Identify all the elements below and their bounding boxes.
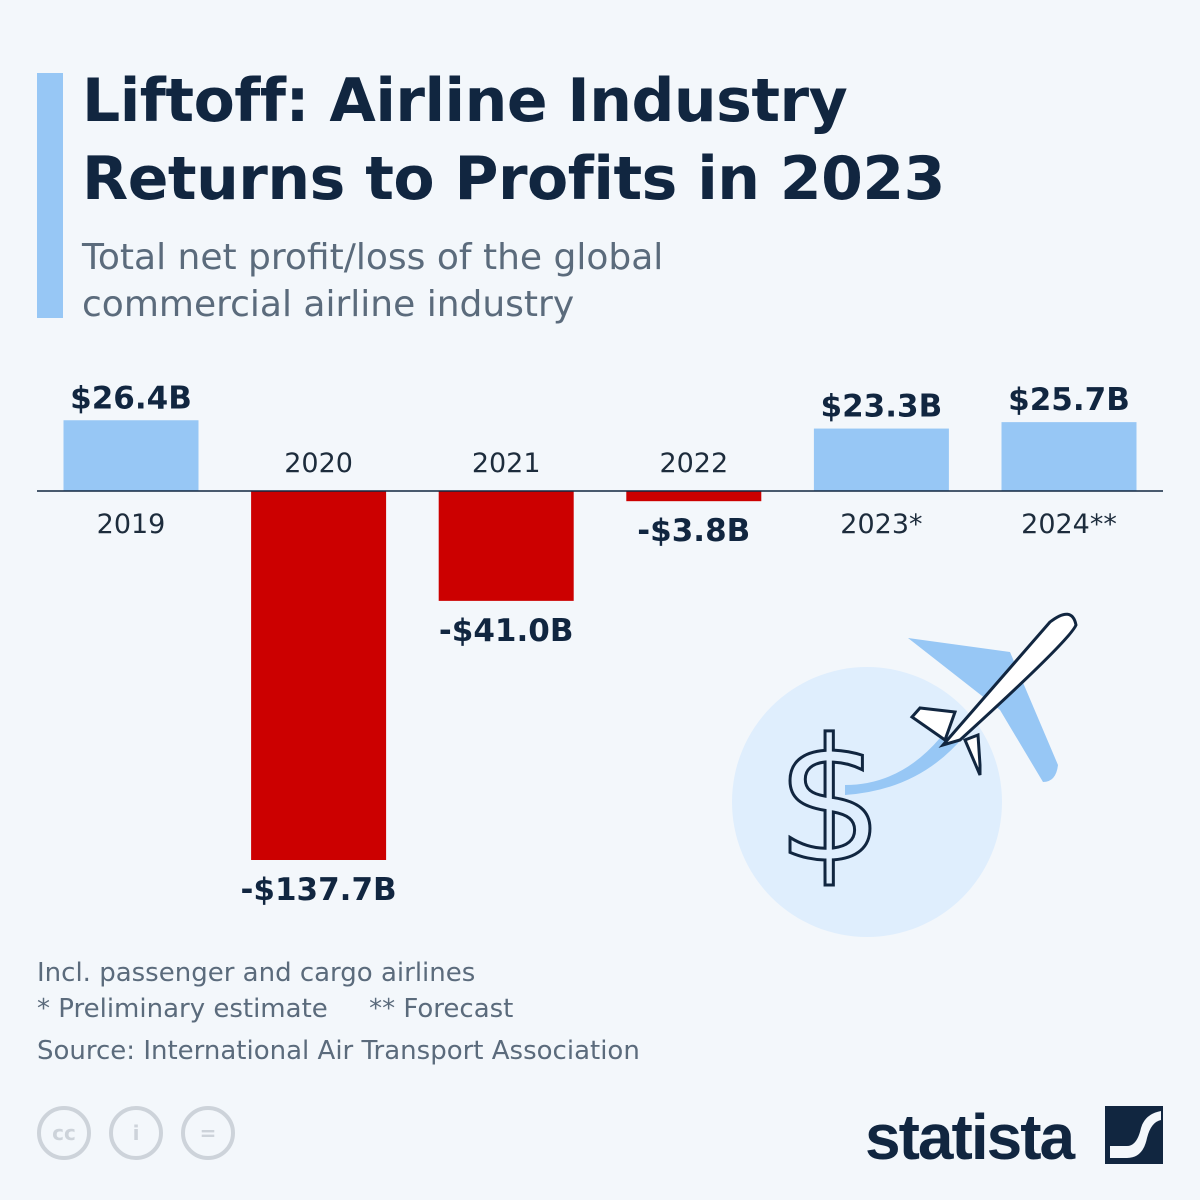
plane-wings-icon xyxy=(909,706,982,776)
source: Source: International Air Transport Asso… xyxy=(37,1036,640,1066)
chart-title: Liftoff: Airline Industry Returns to Prof… xyxy=(82,62,945,218)
title-line-1: Liftoff: Airline Industry xyxy=(82,66,848,136)
footnotes: Incl. passenger and cargo airlines * Pre… xyxy=(37,955,640,1069)
accent-bar xyxy=(37,73,63,318)
cc-icon[interactable]: cc xyxy=(37,1106,91,1160)
value-label: $26.4B xyxy=(70,380,192,416)
dollar-icon: $ xyxy=(776,703,884,901)
trail-icon xyxy=(845,735,965,795)
note-legend: * Preliminary estimate ** Forecast xyxy=(37,994,514,1024)
category-label: 2024** xyxy=(1021,509,1117,540)
subtitle-line-2: commercial airline industry xyxy=(82,284,575,325)
note-scope: Incl. passenger and cargo airlines xyxy=(37,958,476,988)
subtitle-line-1: Total net profit/loss of the global xyxy=(82,237,664,278)
bar xyxy=(438,491,574,601)
plane-icon xyxy=(938,612,1078,748)
value-label: -$41.0B xyxy=(439,613,574,649)
bar-chart: $26.4B 2019 -$137.7B 2020 -$41.0B 2021 -$3.8B 2… xyxy=(37,380,1163,937)
attribution-icon[interactable]: i xyxy=(109,1106,163,1160)
plane-shadow-icon xyxy=(908,638,1058,782)
value-label: $23.3B xyxy=(821,389,943,425)
category-label: 2022 xyxy=(659,448,728,479)
illustration: $ xyxy=(732,612,1078,937)
bar xyxy=(1001,422,1137,491)
bar xyxy=(63,420,199,491)
statista-logo-mark-icon xyxy=(1105,1106,1163,1164)
category-label: 2019 xyxy=(97,509,166,540)
title-line-2: Returns to Profits in 2023 xyxy=(82,144,945,214)
bar xyxy=(813,428,949,491)
no-derivatives-icon[interactable]: = xyxy=(181,1106,235,1160)
statista-logo[interactable]: statista xyxy=(865,1101,1075,1173)
value-label: $25.7B xyxy=(1008,382,1130,418)
value-label: -$137.7B xyxy=(241,872,397,908)
bar xyxy=(626,491,762,502)
value-label: -$3.8B xyxy=(637,513,750,549)
chart-subtitle: Total net profit/loss of the global comme… xyxy=(82,234,663,328)
category-label: 2021 xyxy=(472,448,541,479)
bar xyxy=(251,491,387,860)
category-label: 2020 xyxy=(284,448,353,479)
category-label: 2023* xyxy=(840,509,922,540)
